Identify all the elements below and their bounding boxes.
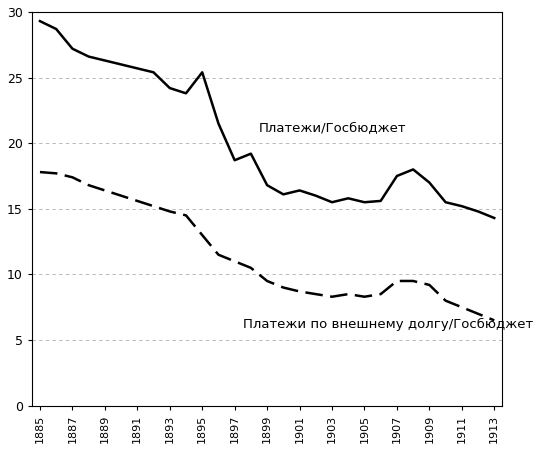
Text: Платежи по внешнему долгу/Госбюджет: Платежи по внешнему долгу/Госбюджет xyxy=(243,318,533,331)
Text: Платежи/Госбюджет: Платежи/Госбюджет xyxy=(259,121,407,134)
